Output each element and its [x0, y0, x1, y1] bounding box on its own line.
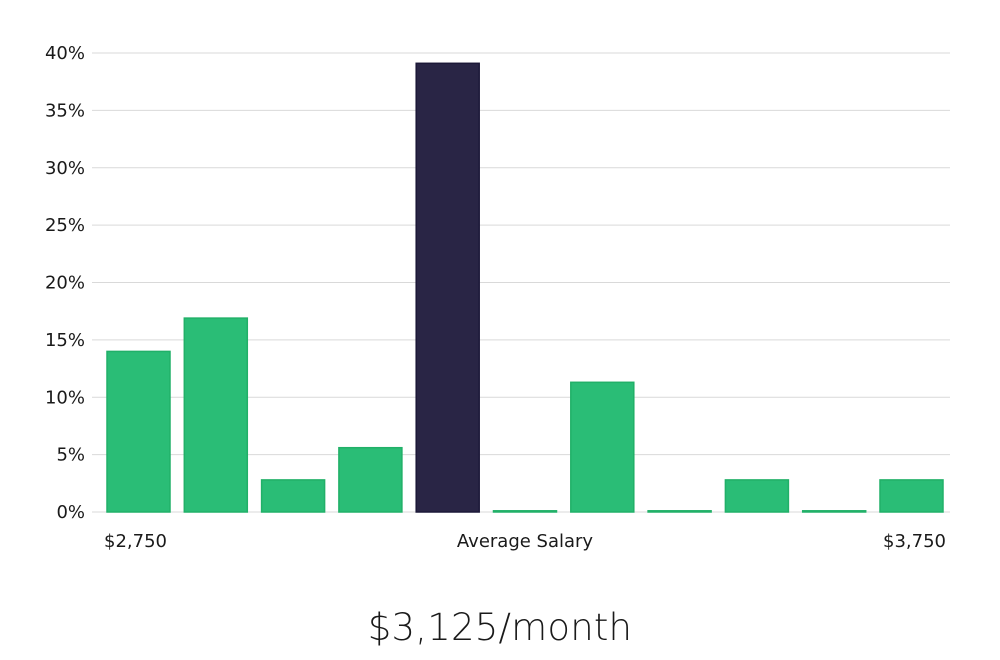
y-axis-ticks: 0% 5% 10% 15% 20% 25% 30% 35% 40%	[45, 43, 85, 523]
bar	[801, 510, 867, 513]
bar	[879, 479, 944, 513]
bar	[106, 350, 171, 513]
x-label-start: $2,750	[104, 531, 167, 552]
y-tick-label: 15%	[45, 330, 85, 351]
y-tick-label: 25%	[45, 215, 85, 236]
bar	[724, 479, 790, 513]
x-axis-labels: $2,750 Average Salary $3,750	[104, 531, 946, 552]
average-salary-headline: $3,125/month	[367, 606, 633, 649]
y-tick-label: 30%	[45, 158, 85, 179]
y-tick-label: 40%	[45, 43, 85, 64]
x-label-end: $3,750	[883, 531, 946, 552]
bar	[492, 510, 558, 513]
bar	[338, 446, 403, 513]
x-label-average-salary: Average Salary	[457, 531, 594, 552]
bar	[183, 317, 249, 513]
y-tick-label: 10%	[45, 387, 85, 408]
y-tick-label: 20%	[45, 273, 85, 294]
bar	[260, 479, 326, 513]
salary-distribution-chart: 0% 5% 10% 15% 20% 25% 30% 35% 40% $2,750 Average…	[45, 43, 950, 552]
bar	[570, 381, 635, 513]
bars	[106, 62, 944, 513]
y-tick-label: 0%	[56, 502, 85, 523]
bar-average-salary	[415, 62, 480, 513]
y-tick-label: 5%	[56, 445, 85, 466]
bar	[647, 510, 712, 513]
y-tick-label: 35%	[45, 100, 85, 121]
